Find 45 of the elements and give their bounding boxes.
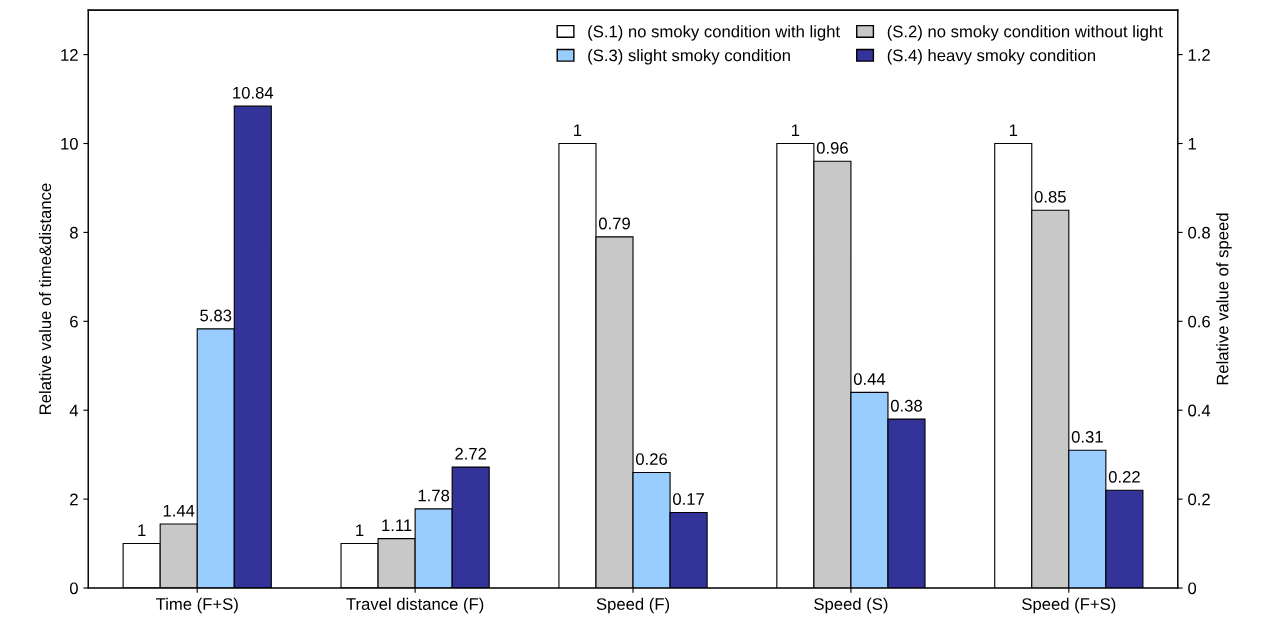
y-tick-label: 10 bbox=[61, 137, 78, 150]
data-label: 1 bbox=[1009, 124, 1018, 136]
y2-tick-label: 1.2 bbox=[1188, 49, 1210, 61]
y-tick-label: 6 bbox=[70, 315, 78, 328]
x-tick-label: Time (F+S) bbox=[156, 597, 238, 614]
data-label: 1.11 bbox=[382, 519, 412, 532]
data-label: 0.26 bbox=[635, 453, 668, 465]
y-tick-label: 2 bbox=[70, 493, 78, 506]
data-label: 1 bbox=[138, 524, 146, 536]
legend-label: (S.2) no smoky condition without light bbox=[887, 25, 1163, 41]
data-label: 0.44 bbox=[853, 373, 886, 385]
data-label: 0.31 bbox=[1071, 430, 1103, 443]
data-label: 0.96 bbox=[816, 142, 848, 154]
y-tick-label: 0 bbox=[69, 582, 78, 595]
y-tick-label: 12 bbox=[61, 49, 78, 61]
y2-tick-label: 0.4 bbox=[1188, 404, 1211, 417]
data-label: 1.78 bbox=[418, 489, 450, 502]
y2-tick-label: 1 bbox=[1188, 138, 1196, 150]
y-tick-label: 4 bbox=[69, 404, 79, 417]
data-label: 5.83 bbox=[200, 309, 232, 322]
data-label: 1 bbox=[356, 524, 364, 536]
data-label: 0.38 bbox=[890, 399, 922, 412]
data-label: 0.79 bbox=[598, 217, 630, 230]
y2-tick-label: 0 bbox=[1188, 582, 1197, 595]
data-label: 2.72 bbox=[455, 447, 487, 460]
data-label: 10.84 bbox=[233, 86, 274, 99]
data-label: 1.44 bbox=[163, 504, 195, 517]
data-label: 0.17 bbox=[673, 493, 704, 505]
y2-axis-title: Relative value of speed bbox=[1216, 213, 1232, 385]
y2-tick-label: 0.8 bbox=[1188, 226, 1210, 239]
data-label: 0.85 bbox=[1034, 190, 1066, 203]
data-label: 0.22 bbox=[1108, 470, 1140, 483]
y2-tick-label: 0.2 bbox=[1188, 493, 1210, 506]
x-tick-label: Travel distance (F) bbox=[346, 597, 484, 614]
x-tick-label: Speed (F+S) bbox=[1022, 597, 1116, 614]
x-tick-label: Speed (S) bbox=[814, 597, 888, 614]
legend-label: (S.4) heavy smoky condition bbox=[887, 49, 1095, 65]
data-label: 1 bbox=[791, 124, 800, 136]
legend-label: (S.1) no smoky condition with light bbox=[588, 25, 840, 41]
y-axis-title: Relative value of time&distance bbox=[38, 183, 52, 414]
x-tick-label: Speed (F) bbox=[596, 597, 670, 614]
data-label: 1 bbox=[574, 124, 582, 136]
y2-tick-label: 0.6 bbox=[1188, 315, 1210, 328]
y-tick-label: 8 bbox=[70, 226, 78, 239]
legend-label: (S.3) slight smoky condition bbox=[588, 49, 790, 65]
